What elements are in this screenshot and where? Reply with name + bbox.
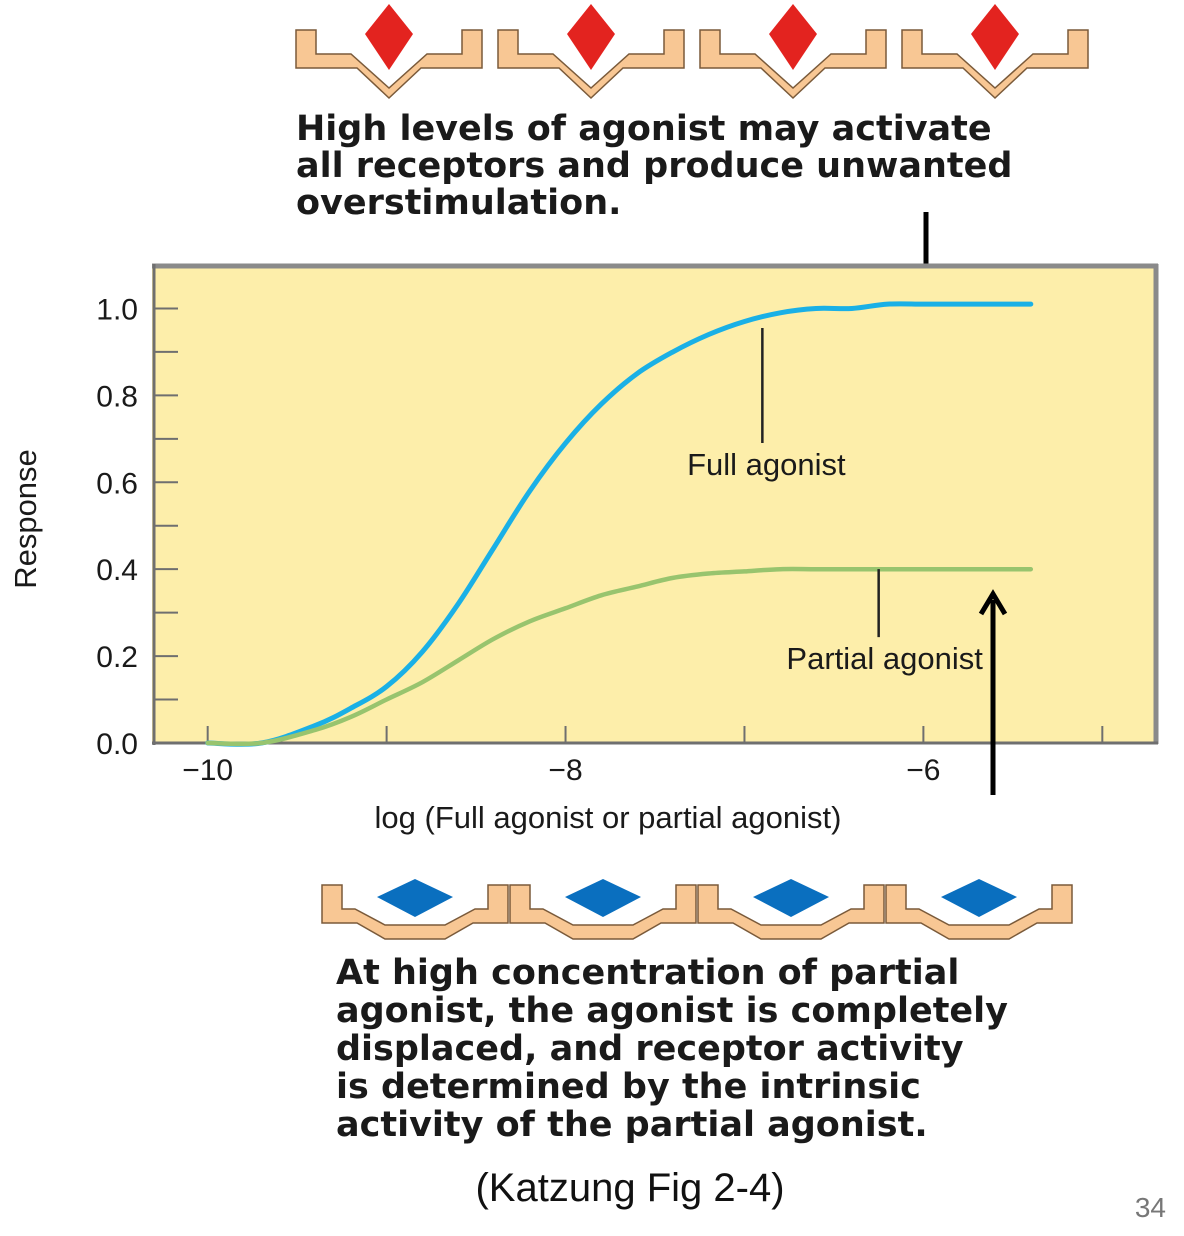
series-layer [205,301,1034,747]
y-tick-label: 0.2 [96,641,138,674]
y-tick-label: 0.0 [96,728,138,761]
annotation-layer: Full agonist Partial agonist [687,328,983,676]
bottom-caption-line-4: is determined by the intrinsic [336,1067,921,1107]
y-tick-label: 1.0 [96,293,138,326]
figure-source: (Katzung Fig 2-4) [475,1166,785,1210]
bottom-caption-line-5: activity of the partial agonist. [336,1105,928,1145]
receptor-with-full-agonist-icon [901,4,1089,100]
receptor-with-full-agonist-icon [699,4,887,100]
receptor-with-partial-agonist-icon [509,879,697,940]
y-tick-label: 0.8 [96,380,138,413]
y-tick-label: 0.4 [96,554,138,587]
plot-panel: 0.0 0.2 0.4 0.6 0.8 1.0 −10 −8 −6 Full agonist P… [96,263,1159,787]
x-axis-title: log (Full agonist or partial agonist) [375,800,842,835]
receptor-with-full-agonist-icon [497,4,685,100]
x-tick-label: −6 [906,754,940,787]
x-ticks: −10 −8 −6 [182,726,1104,787]
arrow-up-icon [978,589,1008,795]
bottom-caption-line-1: At high concentration of partial [336,953,959,993]
receptor-with-full-agonist-icon [295,4,483,100]
partial-agonist-label: Partial agonist [786,641,983,676]
top-caption: High levels of agonist may activate all … [296,109,1025,223]
x-tick-label: −8 [548,754,582,787]
bottom-caption-line-2: agonist, the agonist is completely [336,991,1008,1031]
y-axis-title: Response [8,449,43,589]
bottom-caption: At high concentration of partial agonist… [336,953,1020,1145]
top-caption-line-2: all receptors and produce unwanted [296,146,1012,186]
full-agonist-curve [205,301,1034,747]
top-caption-line-1: High levels of agonist may activate [296,109,992,149]
bottom-caption-line-3: displaced, and receptor activity [336,1029,964,1069]
receptor-with-partial-agonist-icon [885,879,1073,940]
top-receptor-row [295,4,1089,100]
y-ticks: 0.0 0.2 0.4 0.6 0.8 1.0 [96,293,178,761]
y-tick-label: 0.6 [96,467,138,500]
page-number: 34 [1134,1192,1166,1223]
top-caption-line-3: overstimulation. [296,183,621,223]
full-agonist-label: Full agonist [687,447,846,482]
plot-background [152,265,1156,744]
bottom-receptor-row [321,879,1073,940]
receptor-with-partial-agonist-icon [697,879,885,940]
partial-agonist-curve [205,566,1034,747]
receptor-with-partial-agonist-icon [321,879,509,940]
x-tick-label: −10 [182,754,233,787]
